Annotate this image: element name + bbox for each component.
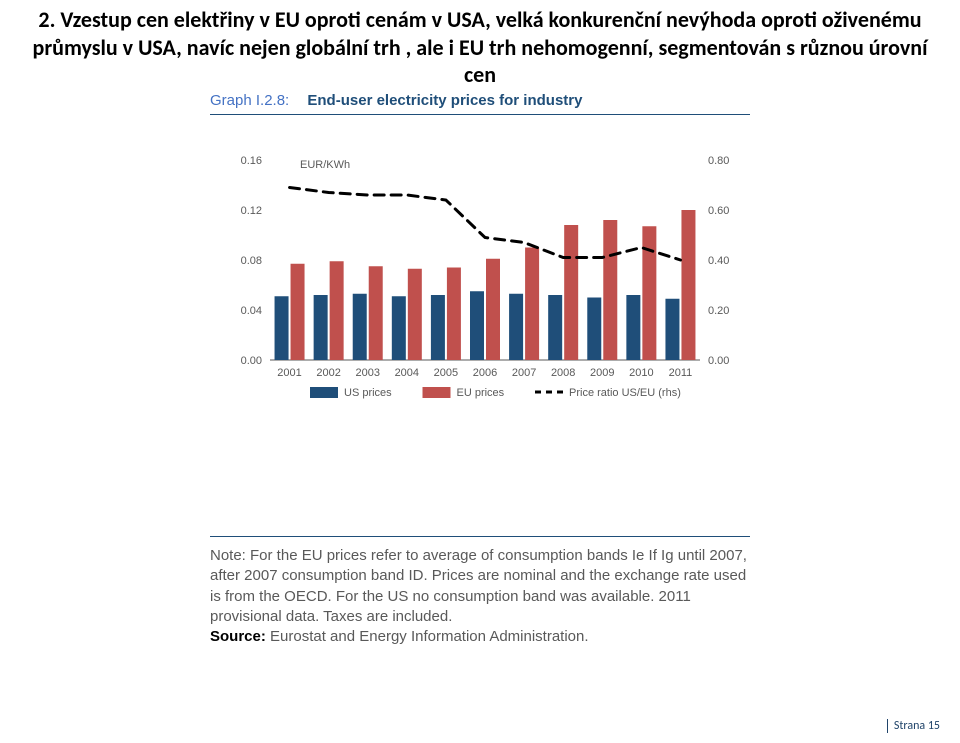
graph-title: Graph I.2.8: End-user electricity prices… <box>210 92 750 109</box>
svg-text:2009: 2009 <box>590 367 614 379</box>
note-text: Note: For the EU prices refer to average… <box>210 547 747 625</box>
svg-text:0.08: 0.08 <box>241 255 262 267</box>
chart-area: 0.00 0.04 0.08 0.12 0.16 0.00 0.20 0.40 0.60 0.80… <box>210 130 750 430</box>
svg-text:2004: 2004 <box>395 367 419 379</box>
svg-text:Price ratio US/EU (rhs): Price ratio US/EU (rhs) <box>569 387 681 399</box>
svg-text:0.04: 0.04 <box>241 305 262 317</box>
svg-text:US prices: US prices <box>344 387 392 399</box>
page-footer: Strana 15 <box>887 719 940 733</box>
svg-text:0.12: 0.12 <box>241 205 262 217</box>
svg-text:2006: 2006 <box>473 367 497 379</box>
svg-text:0.20: 0.20 <box>708 305 729 317</box>
svg-text:EUR/KWh: EUR/KWh <box>300 159 350 171</box>
svg-text:2003: 2003 <box>355 367 379 379</box>
svg-text:EU prices: EU prices <box>457 387 505 399</box>
svg-text:0.16: 0.16 <box>241 155 262 167</box>
svg-text:2005: 2005 <box>434 367 458 379</box>
chart-svg: 0.00 0.04 0.08 0.12 0.16 0.00 0.20 0.40 0.60 0.80… <box>210 130 750 430</box>
svg-text:2011: 2011 <box>669 367 693 379</box>
svg-text:0.00: 0.00 <box>708 355 729 367</box>
svg-text:0.80: 0.80 <box>708 155 729 167</box>
svg-text:0.60: 0.60 <box>708 205 729 217</box>
graph-title-text: End-user electricity prices for industry <box>307 92 582 109</box>
svg-text:2010: 2010 <box>629 367 653 379</box>
graph-title-code: Graph I.2.8: <box>210 92 289 109</box>
source-text: Eurostat and Energy Information Administ… <box>270 628 589 645</box>
page-heading: 2. Vzestup cen elektřiny v EU oproti cen… <box>30 6 930 89</box>
source-label: Source: <box>210 628 266 645</box>
svg-text:0.40: 0.40 <box>708 255 729 267</box>
svg-text:2001: 2001 <box>277 367 301 379</box>
svg-text:2007: 2007 <box>512 367 536 379</box>
note-divider <box>210 536 750 537</box>
svg-text:0.00: 0.00 <box>241 355 262 367</box>
title-divider <box>210 114 750 115</box>
svg-text:2008: 2008 <box>551 367 575 379</box>
chart-note: Note: For the EU prices refer to average… <box>210 546 750 647</box>
svg-text:2002: 2002 <box>316 367 340 379</box>
